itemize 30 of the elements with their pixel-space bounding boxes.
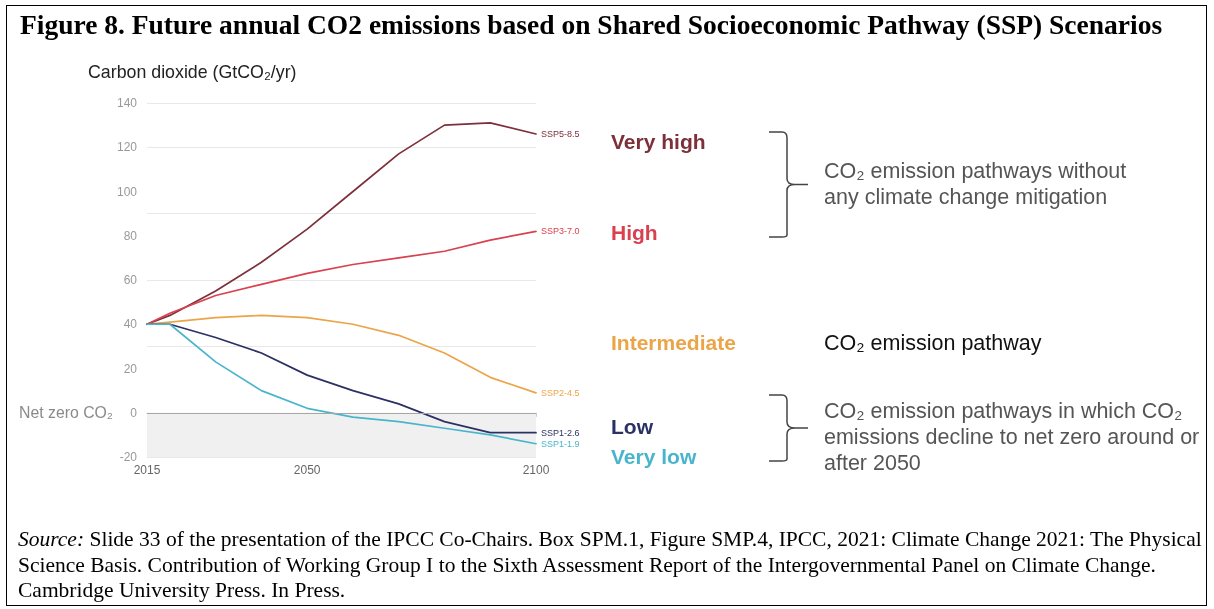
- y-tick-label: 40: [123, 317, 138, 332]
- series-label: SSP1-1.9: [541, 438, 580, 449]
- x-tick-label: 2015: [133, 463, 161, 477]
- text: Very high: [611, 130, 706, 154]
- text: Very low: [611, 445, 697, 469]
- y-tick-label: 100: [116, 184, 138, 199]
- series-label: SSP2-4.5: [541, 387, 580, 398]
- text: CO₂ emission pathway: [824, 330, 1043, 356]
- y-tick-label: 0: [130, 405, 138, 420]
- text: CO₂ emission pathways in which CO₂ emissions decline to net zero around or after 2050: [824, 398, 1201, 476]
- y-tick-label: 140: [116, 96, 138, 110]
- series-label: SSP1-2.6: [541, 427, 580, 438]
- text: Low: [611, 415, 653, 439]
- x-tick-label: 2050: [293, 463, 321, 477]
- y-axis-title: Carbon dioxide (GtCO₂/yr): [88, 62, 297, 82]
- text: Intermediate: [611, 331, 736, 355]
- line-series: [146, 230, 537, 326]
- text: CO₂ emission pathways without any climate change mitigation: [824, 158, 1128, 210]
- text: Figure 8. Future annual CO2 emissions based on Shared Socioeconomic Pathway (SSP) Scenarios: [20, 9, 1163, 41]
- y-tick-label: 20: [123, 361, 138, 376]
- ref-line-label: Net zero CO₂: [19, 404, 113, 422]
- series-label: SSP5-8.5: [541, 128, 580, 139]
- y-tick-label: 120: [116, 140, 138, 155]
- y-tick-label: 80: [123, 228, 138, 243]
- series-label: SSP3-7.0: [541, 226, 580, 237]
- x-tick-label: 2100: [522, 463, 550, 477]
- text: High: [611, 221, 658, 245]
- source-note: Source: Slide 33 of the presentation of the IPCC Co-Chairs. Box SPM.1, Figure SMP.4, IPCC, 2021: Climate Change 2021: The Physical Science Basis. Contribution of Working Group I to the Sixth Assessment Report of the Intergovernmental Panel on Climate Change. Cambridge University Press. In Press.: [18, 527, 1203, 604]
- y-tick-label: -20: [119, 450, 138, 464]
- y-tick-label: 60: [123, 273, 138, 287]
